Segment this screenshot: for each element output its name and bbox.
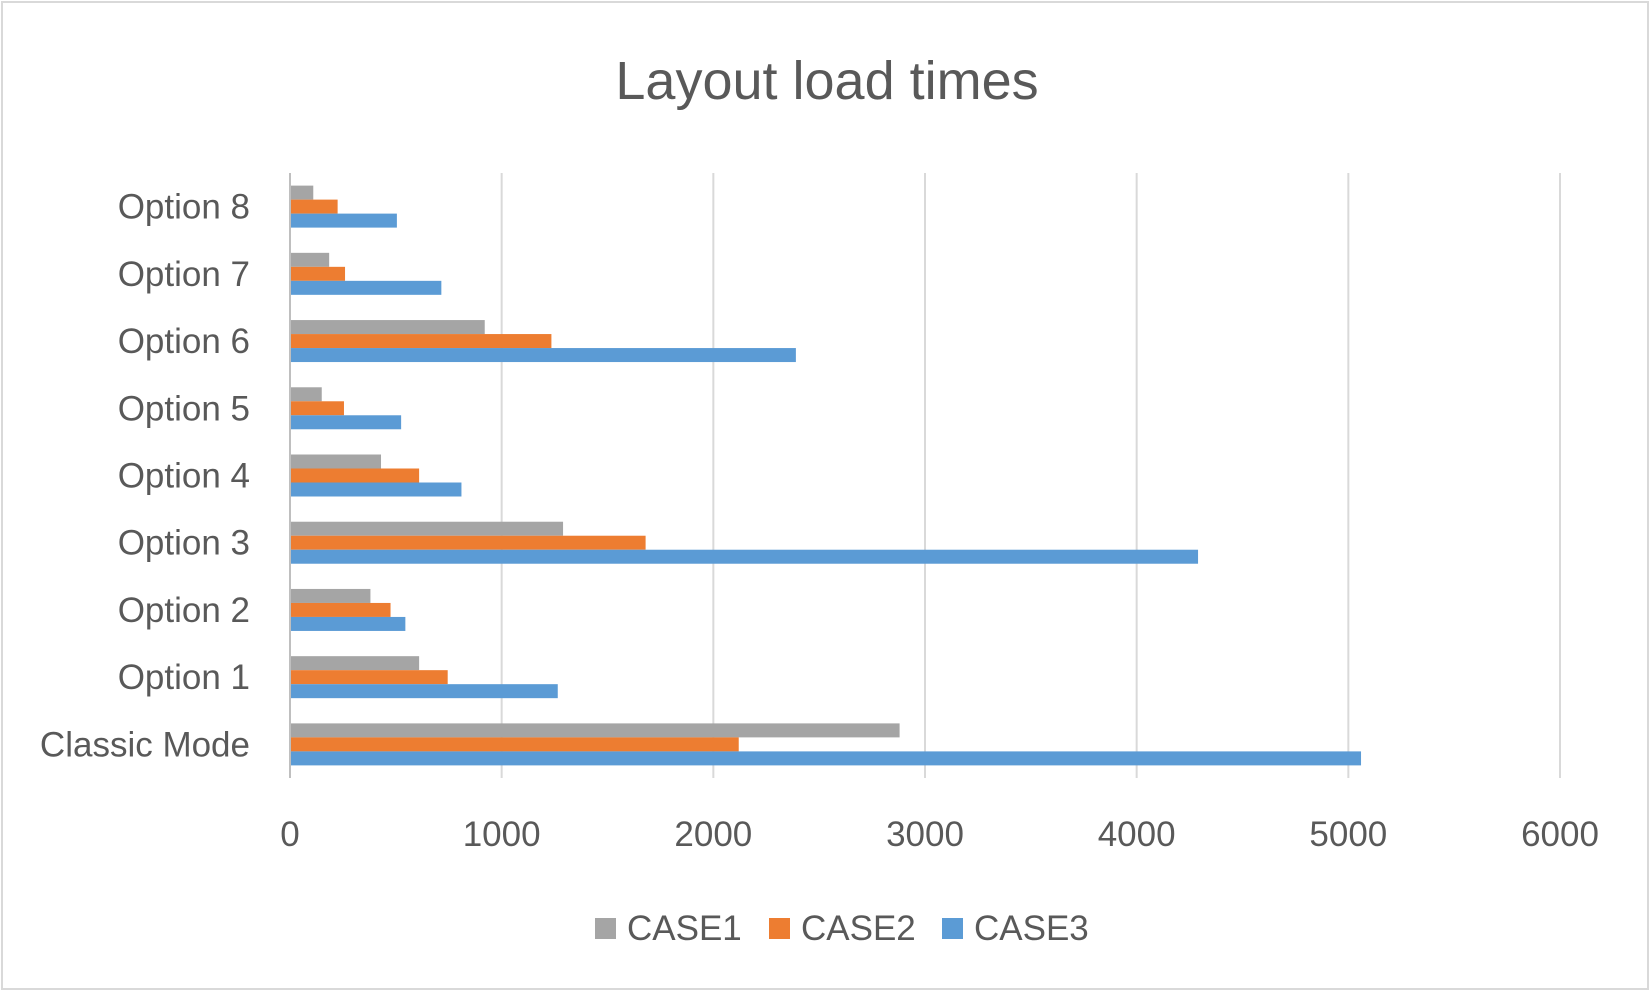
bar-case3-option-1 [291,684,558,699]
y-category-label: Option 4 [118,457,250,496]
y-category-label: Option 2 [118,591,250,630]
x-tick-label: 1000 [463,815,541,854]
bar-case1-option-5 [291,387,322,402]
legend-label-case2: CASE2 [801,909,916,948]
bar-case3-option-2 [291,616,406,631]
bar-case2-classic-mode [291,737,739,752]
bar-case2-option-4 [291,468,420,483]
value-axis-labels: 0 1000 2000 3000 4000 5000 6000 [280,815,1599,854]
x-tick-label: 3000 [886,815,964,854]
bar-case1-option-7 [291,252,330,267]
bar-case1-option-1 [291,656,420,671]
legend-label-case3: CASE3 [974,909,1089,948]
bar-case1-option-6 [291,320,485,335]
gridlines [289,173,1561,778]
legend-swatch-case2 [769,918,790,939]
y-category-label: Option 5 [118,389,250,428]
bar-case3-classic-mode [291,751,1362,766]
y-category-label: Option 1 [118,658,250,697]
bar-case3-option-8 [291,213,397,228]
legend: CASE1 CASE2 CASE3 [595,909,1089,948]
legend-label-case1: CASE1 [627,909,742,948]
bar-case1-option-8 [291,185,314,200]
bar-case1-classic-mode [291,723,900,738]
bar-case3-option-6 [291,348,796,363]
bar-case1-option-2 [291,588,371,603]
y-category-label: Option 7 [118,255,250,294]
legend-swatch-case3 [942,918,963,939]
bar-case2-option-7 [291,266,346,281]
x-tick-label: 6000 [1521,815,1599,854]
category-axis-labels: Classic Mode Option 1 Option 2 Option 3 Opti… [40,188,250,765]
x-tick-label: 2000 [674,815,752,854]
x-tick-label: 5000 [1309,815,1387,854]
bar-case2-option-6 [291,334,552,349]
bar-case2-option-2 [291,602,391,617]
bar-case2-option-3 [291,535,646,550]
bar-case2-option-5 [291,401,344,416]
bar-case2-option-1 [291,670,448,685]
bars [291,185,1362,766]
bar-case3-option-4 [291,482,462,497]
y-category-label: Option 3 [118,524,250,563]
bar-case3-option-7 [291,280,442,295]
bar-case2-option-8 [291,199,338,214]
bar-case3-option-3 [291,549,1199,564]
bar-chart: Layout load times Classic Mode Option 1 Op… [40,51,1599,948]
y-category-label: Option 8 [118,188,250,227]
x-tick-label: 4000 [1098,815,1176,854]
bar-case1-option-3 [291,521,564,536]
bar-case3-option-5 [291,415,402,430]
legend-swatch-case1 [595,918,616,939]
x-tick-label: 0 [280,815,299,854]
y-category-label: Option 6 [118,322,250,361]
chart-title: Layout load times [615,51,1038,111]
y-category-label: Classic Mode [40,725,250,764]
bar-case1-option-4 [291,454,382,469]
